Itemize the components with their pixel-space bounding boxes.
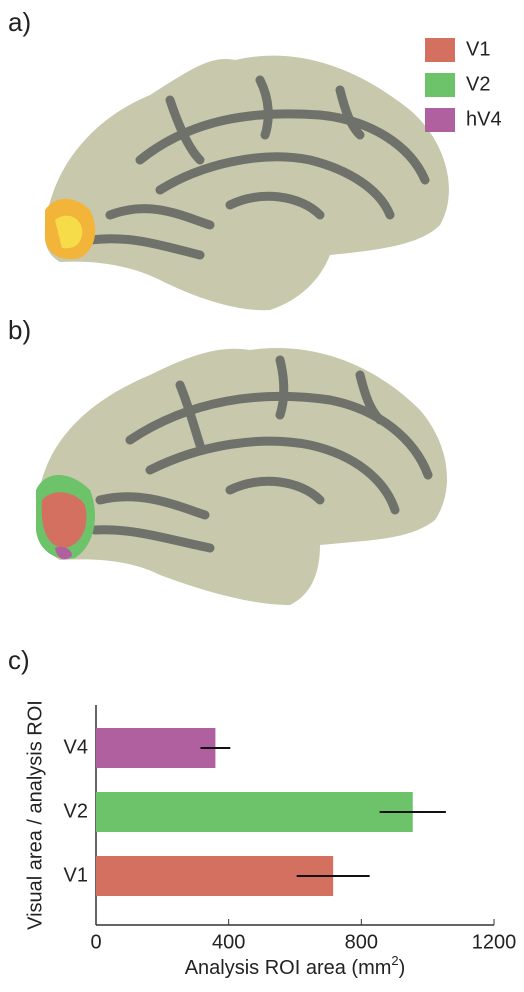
legend-label: V2 <box>466 73 490 95</box>
x-tick-label: 1200 <box>472 931 517 953</box>
x-tick-label: 400 <box>212 931 245 953</box>
x-tick-label: 800 <box>345 931 378 953</box>
panel-label: b) <box>8 315 31 345</box>
panel-label: a) <box>8 7 31 37</box>
x-axis-label: Analysis ROI area (mm2) <box>185 953 406 979</box>
brain-image <box>36 348 447 605</box>
legend-label: hV4 <box>466 108 502 130</box>
y-tick-label: V2 <box>64 800 88 822</box>
legend-swatch <box>425 108 455 132</box>
y-tick-label: V4 <box>64 736 88 758</box>
x-axis-label-part: Analysis ROI area (mm <box>185 957 392 979</box>
y-axis-label: Visual area / analysis ROI <box>24 700 46 930</box>
legend-label: V1 <box>466 38 490 60</box>
x-tick-label: 0 <box>90 931 101 953</box>
legend-swatch <box>425 38 455 62</box>
brain-image <box>45 56 449 311</box>
bar <box>96 792 413 832</box>
y-tick-label: V1 <box>64 864 88 886</box>
x-axis-label-part: ) <box>399 957 406 979</box>
legend-swatch <box>425 73 455 97</box>
panel-label: c) <box>8 645 30 675</box>
x-axis-label-part: 2 <box>391 953 398 968</box>
bar <box>96 728 215 768</box>
figure: a) b) c) <box>0 0 524 992</box>
